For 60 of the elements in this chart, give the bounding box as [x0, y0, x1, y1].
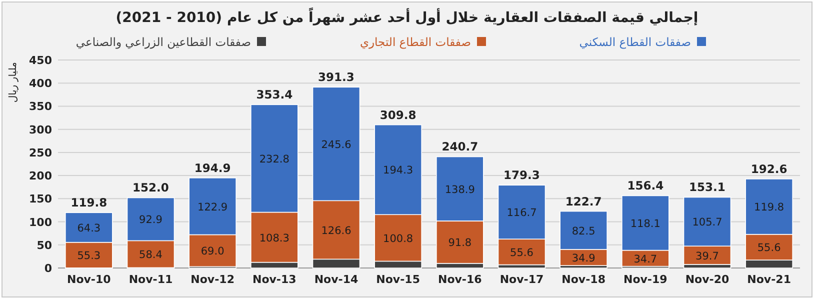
total-label: 353.4: [256, 88, 293, 102]
x-tick-label: Nov-15: [376, 273, 420, 286]
data-label: 64.3: [77, 222, 101, 234]
data-label: 122.9: [198, 201, 228, 214]
x-tick-label: Nov-18: [562, 273, 606, 286]
data-label: 34.7: [634, 253, 658, 266]
total-label: 122.7: [565, 194, 602, 208]
x-tick-label: Nov-12: [190, 273, 234, 286]
data-label: 108.3: [259, 232, 290, 244]
y-tick-label: 150: [29, 192, 52, 206]
data-label: 138.9: [444, 184, 475, 196]
total-label: 152.0: [132, 180, 169, 195]
x-tick-label: Nov-20: [685, 273, 730, 286]
data-label: 55.6: [510, 246, 534, 259]
total-label: 156.4: [627, 178, 664, 193]
data-label: 39.7: [696, 250, 719, 262]
y-tick-label: 100: [29, 216, 52, 229]
total-label: 119.8: [70, 196, 108, 210]
y-tick-label: 50: [36, 238, 52, 252]
data-label: 105.7: [692, 216, 722, 229]
data-label: 194.3: [383, 164, 414, 177]
y-tick-label: 200: [29, 170, 52, 183]
y-axis-title: مليار ريال: [8, 62, 19, 103]
total-label: 309.8: [380, 108, 416, 122]
data-label: 69.0: [200, 246, 224, 258]
x-tick-label: Nov-16: [438, 273, 482, 286]
chart-title: إجمالي قيمة الصفقات العقارية خلال أول أحد عشر شهراً من كل عام (2010 - 2021): [116, 6, 698, 26]
x-tick-label: Nov-17: [500, 273, 544, 286]
data-label: 82.5: [572, 225, 596, 238]
total-label: 179.3: [504, 168, 540, 182]
x-tick-label: Nov-11: [128, 273, 173, 286]
x-tick-label: Nov-19: [624, 273, 668, 286]
data-label: 126.6: [321, 224, 352, 237]
total-label: 240.7: [442, 140, 478, 154]
data-label: 119.8: [754, 202, 784, 214]
total-label: 192.6: [750, 162, 788, 176]
total-label: 194.9: [194, 160, 231, 175]
total-label: 153.1: [689, 180, 726, 194]
data-label: 58.4: [139, 249, 163, 262]
y-tick-label: 300: [29, 123, 52, 136]
data-label: 55.3: [77, 250, 101, 262]
data-label: 232.8: [259, 153, 290, 166]
data-label: 245.6: [321, 138, 352, 151]
data-label: 55.6: [757, 242, 782, 254]
y-tick-label: 400: [29, 77, 52, 90]
x-tick-label: Nov-21: [747, 273, 791, 286]
data-label: 91.8: [448, 237, 472, 250]
x-tick-label: Nov-10: [67, 273, 112, 286]
data-label: 118.1: [630, 218, 660, 230]
data-label: 34.9: [572, 252, 596, 264]
y-tick-label: 450: [29, 54, 52, 67]
total-label: 391.3: [318, 70, 354, 84]
y-tick-label: 250: [29, 146, 52, 160]
data-label: 92.9: [139, 214, 162, 226]
x-tick-label: Nov-13: [252, 273, 296, 286]
x-tick-label: Nov-14: [314, 273, 358, 286]
data-label: 116.7: [506, 207, 537, 220]
data-label: 100.8: [383, 232, 414, 245]
y-tick-label: 0: [44, 262, 52, 275]
y-tick-label: 350: [29, 100, 52, 114]
